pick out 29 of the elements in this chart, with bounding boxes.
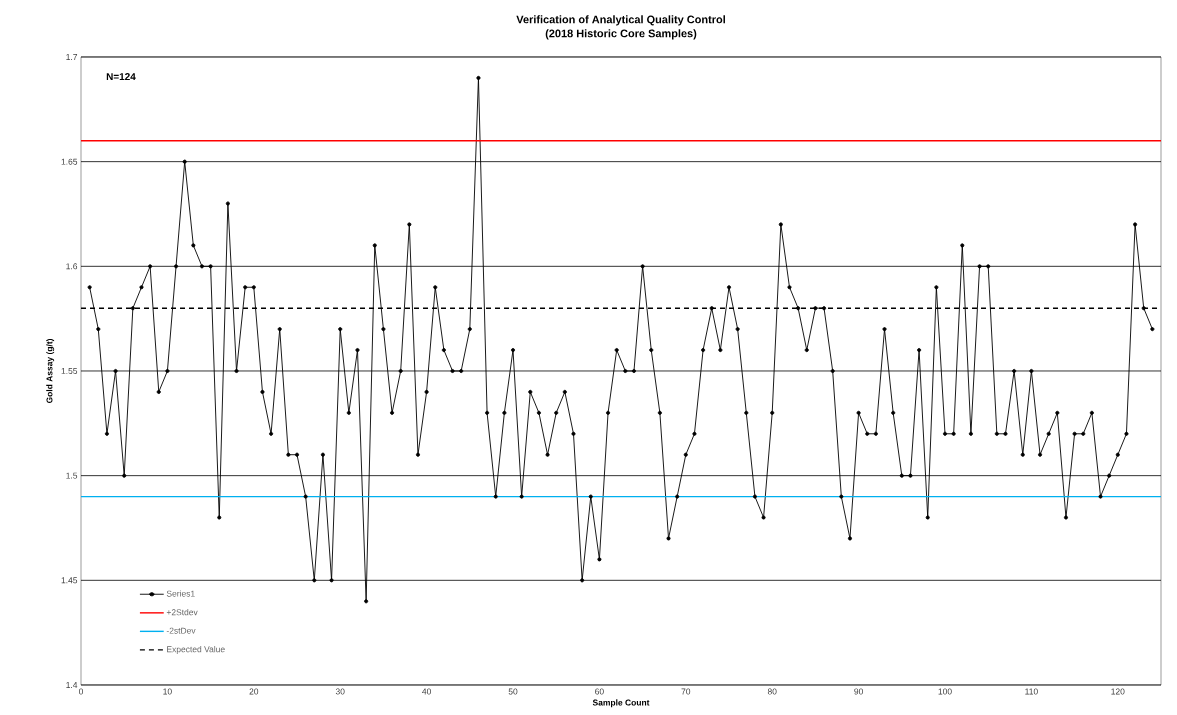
x-tick-label: 20 bbox=[249, 688, 259, 695]
y-tick-label: 1.55 bbox=[61, 368, 78, 374]
y-tick-label: 1.7 bbox=[66, 54, 78, 60]
chart-title: Verification of Analytical Quality Control bbox=[516, 15, 725, 26]
legend-label: -2stDev bbox=[166, 627, 196, 634]
x-tick-label: 70 bbox=[681, 688, 691, 695]
x-tick-label: 40 bbox=[422, 688, 431, 695]
x-tick-label: 100 bbox=[938, 688, 952, 695]
legend-label: Series1 bbox=[166, 590, 195, 597]
y-tick-label: 1.5 bbox=[66, 472, 78, 479]
x-tick-label: 10 bbox=[163, 688, 172, 695]
chart-subtitle: (2018 Historic Core Samples) bbox=[545, 29, 697, 40]
x-tick-label: 60 bbox=[595, 688, 604, 695]
x-axis-title: Sample Count bbox=[592, 699, 650, 708]
legend-label: Expected Value bbox=[167, 646, 225, 654]
x-tick-label: 80 bbox=[767, 688, 777, 695]
x-tick-label: 120 bbox=[1111, 688, 1125, 695]
annotation: N=124 bbox=[106, 73, 136, 81]
legend-label: +2Stdev bbox=[166, 609, 198, 616]
x-tick-label: 50 bbox=[508, 688, 518, 695]
x-tick-label: 110 bbox=[1025, 688, 1038, 695]
x-tick-label: 90 bbox=[854, 688, 863, 695]
y-tick-label: 1.6 bbox=[66, 263, 78, 270]
y-tick-label: 1.45 bbox=[61, 577, 78, 584]
y-tick-label: 1.65 bbox=[61, 158, 78, 165]
x-tick-label: 30 bbox=[335, 688, 345, 695]
y-axis-title: Gold Assay (g/t) bbox=[46, 338, 55, 404]
y-tick-label: 1.4 bbox=[66, 682, 78, 688]
x-tick-label: 0 bbox=[78, 688, 84, 695]
